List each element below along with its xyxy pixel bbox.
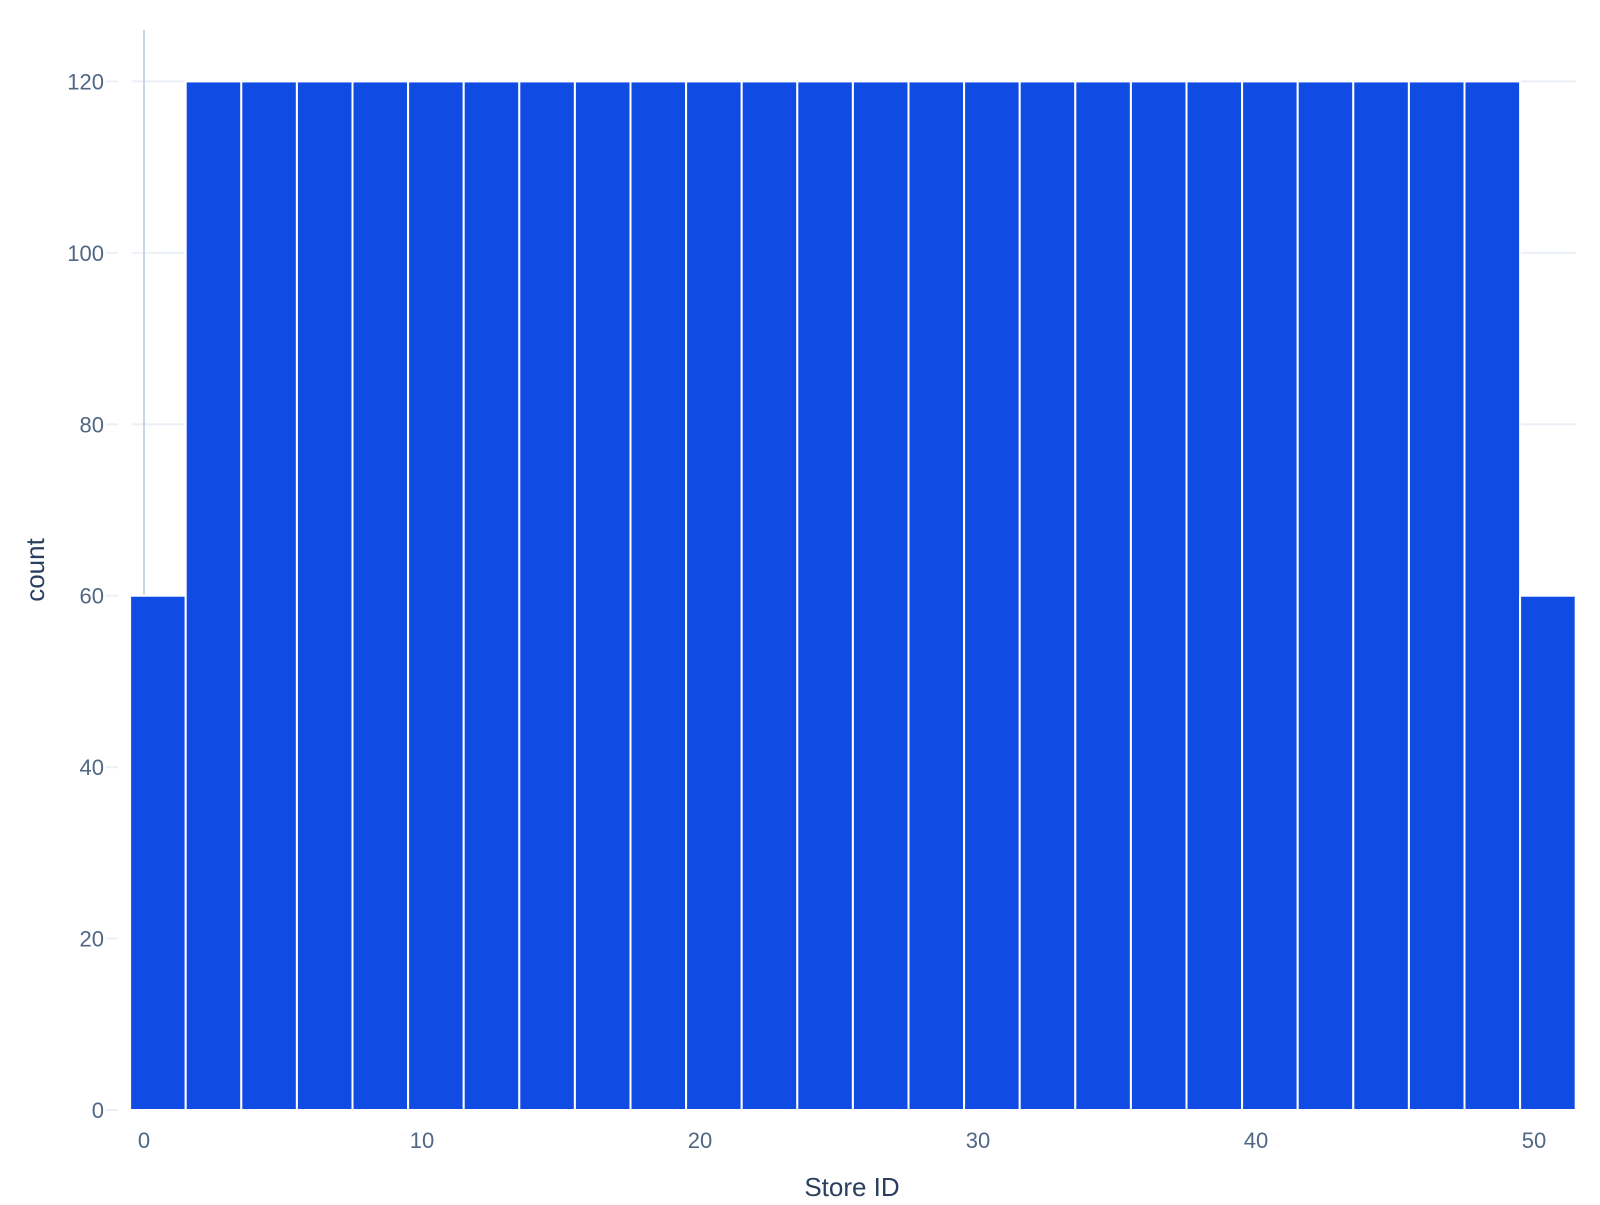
histogram-bar xyxy=(907,80,966,1111)
histogram-bar xyxy=(685,80,743,1111)
histogram-bar xyxy=(851,80,910,1111)
y-tick-label: 40 xyxy=(80,755,104,780)
histogram-bar xyxy=(1018,80,1077,1111)
y-tick-label: 80 xyxy=(80,412,104,437)
histogram-bar xyxy=(1352,80,1410,1111)
histogram-bar xyxy=(1074,80,1132,1111)
x-tick-label: 30 xyxy=(966,1128,990,1153)
y-tick-label: 100 xyxy=(67,241,104,266)
histogram-bar xyxy=(1463,80,1522,1111)
histogram-bar xyxy=(1185,80,1244,1111)
histogram-bar xyxy=(740,80,799,1111)
histogram-bar xyxy=(518,80,576,1111)
histogram-bar xyxy=(1129,80,1188,1111)
histogram-bar xyxy=(1241,80,1299,1111)
y-tick-label: 120 xyxy=(67,69,104,94)
y-tick-label: 20 xyxy=(80,927,104,952)
histogram-bar xyxy=(295,80,354,1111)
histogram-bar xyxy=(963,80,1021,1111)
histogram-bar xyxy=(407,80,465,1111)
axis-layer: 0 20 40 60 80 100 120 0 10 20 30 40 50 xyxy=(67,69,1546,1153)
histogram-bar xyxy=(240,80,298,1111)
histogram-bar xyxy=(1296,80,1355,1111)
x-tick-label: 0 xyxy=(138,1128,150,1153)
histogram-bar xyxy=(1407,80,1466,1111)
histogram-bar xyxy=(629,80,688,1111)
histogram-bar xyxy=(796,80,854,1111)
x-tick-label: 40 xyxy=(1244,1128,1268,1153)
bar-layer xyxy=(129,80,1577,1111)
x-tick-label: 20 xyxy=(688,1128,712,1153)
y-tick-label: 0 xyxy=(92,1098,104,1123)
histogram-bar xyxy=(351,80,410,1111)
x-axis-title: Store ID xyxy=(804,1172,899,1200)
x-tick-label: 10 xyxy=(410,1128,434,1153)
histogram-bar xyxy=(573,80,632,1111)
x-tick-label: 50 xyxy=(1522,1128,1546,1153)
y-tick-label: 60 xyxy=(80,584,104,609)
histogram-bar xyxy=(1519,594,1577,1111)
histogram-bar xyxy=(129,594,187,1111)
histogram-bar xyxy=(462,80,521,1111)
histogram-bar xyxy=(184,80,243,1111)
y-axis-title: count xyxy=(20,537,50,601)
